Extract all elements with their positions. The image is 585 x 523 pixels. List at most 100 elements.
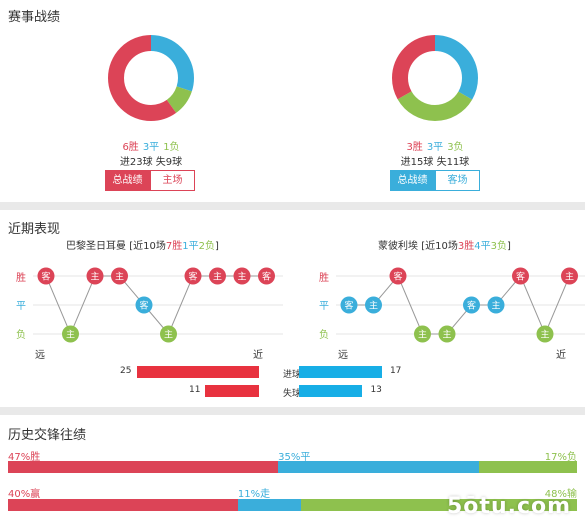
home-match-marker: 客: [258, 267, 275, 285]
home-match-dot: [258, 267, 275, 285]
home-match-dot: [160, 325, 177, 343]
recent-form-panel: 近期表现 巴黎圣日耳曼 [近10场7胜1平2负] 蒙彼利埃 [近10场3胜4平3…: [0, 210, 585, 407]
away-match-dot: [512, 267, 529, 285]
away-match-dot: [561, 267, 578, 285]
away-match-dot: [487, 296, 505, 314]
h2h-handicap-segment-c: [301, 499, 577, 511]
home-total-record-button[interactable]: 总战绩: [105, 170, 150, 191]
away-match-venue: 主: [565, 271, 574, 283]
away-summary-suffix: ]: [506, 241, 511, 252]
away-match-dot: [365, 296, 382, 314]
home-team-name: 巴黎圣日耳曼: [66, 241, 126, 252]
home-match-venue: 客: [139, 300, 148, 312]
away-recent-losses: 3负: [490, 241, 507, 252]
away-match-venue: 主: [418, 329, 427, 341]
h2h-win-label: 47%胜: [8, 452, 41, 463]
home-match-marker: 客: [135, 296, 153, 314]
overall-record-title: 赛事战绩: [8, 10, 61, 25]
away-losses: 3负: [447, 142, 464, 153]
h2h-result-segment-b: [278, 461, 480, 473]
home-match-venue: 主: [237, 271, 246, 283]
h2h-loss-label: 17%负: [544, 452, 577, 463]
home-record-donut: [108, 35, 194, 121]
home-y-label-win: 胜: [16, 273, 26, 284]
away-match-marker: 主: [561, 267, 578, 285]
home-match-marker: 主: [233, 267, 251, 285]
home-match-venue: 主: [66, 329, 75, 341]
away-match-marker: 主: [414, 325, 431, 343]
home-match-dot: [233, 267, 251, 285]
away-match-dot: [414, 325, 431, 343]
home-venue-button[interactable]: 主场: [150, 170, 195, 191]
away-goals-against-bar: [299, 385, 363, 397]
home-donut-slice-win: [108, 35, 194, 121]
away-venue-button[interactable]: 客场: [435, 170, 480, 191]
home-draws: 3平: [142, 142, 160, 153]
away-match-venue: 主: [540, 329, 549, 341]
head-to-head-title: 历史交锋往绩: [8, 428, 87, 443]
away-recent-draws: 4平: [474, 241, 491, 252]
away-wins: 3胜: [406, 142, 423, 153]
home-goals-summary: 进23球 失9球: [119, 157, 183, 168]
h2h-result-segment-c: [479, 461, 577, 473]
away-form-chart: 客主客主 主客 主客主主: [336, 267, 585, 343]
home-goals-for-value: 25: [120, 366, 132, 376]
away-y-label-draw: 平: [319, 301, 329, 312]
home-goals-for-bar: [137, 366, 259, 378]
away-total-record-button[interactable]: 总战绩: [390, 170, 435, 191]
h2h-handicap-push-label: 11%走: [237, 489, 271, 500]
h2h-result-segment-a: [8, 461, 279, 473]
home-goals-against-value: 11: [189, 385, 201, 395]
home-match-marker: 主: [86, 267, 104, 285]
home-wins: 6胜: [122, 142, 139, 153]
home-match-dot: [111, 267, 128, 285]
home-form-chart: 客主主 主客主客主主客: [33, 267, 283, 343]
home-match-marker: 主: [209, 267, 226, 285]
away-match-marker: 客: [512, 267, 529, 285]
home-match-dot: [184, 267, 202, 285]
away-far-label: 远: [338, 350, 348, 361]
away-goals-summary: 进15球 失11球: [400, 157, 470, 168]
home-match-venue: 主: [115, 271, 124, 283]
away-record-summary: 3胜 3平 3负: [375, 138, 495, 153]
home-form-line: [45, 275, 267, 336]
away-match-venue: 主: [491, 300, 500, 312]
away-form-line: [349, 275, 570, 336]
home-y-label-loss: 负: [16, 330, 26, 341]
home-goals-against-bar: [205, 385, 259, 397]
away-match-dot: [438, 325, 456, 343]
away-match-venue: 主: [369, 300, 378, 312]
home-near-label: 近: [253, 350, 263, 361]
away-goals-for-bar: [299, 366, 382, 378]
home-recent-losses: 2负: [198, 241, 215, 252]
away-team-name: 蒙彼利埃: [378, 241, 418, 252]
home-recent-summary: 巴黎圣日耳曼 [近10场7胜1平2负]: [66, 237, 219, 252]
away-match-dot: [536, 325, 554, 343]
away-y-label-loss: 负: [319, 330, 329, 341]
away-match-marker: 主: [536, 325, 554, 343]
away-match-venue: 客: [467, 300, 476, 312]
h2h-handicap-loss-label: 48%输: [544, 489, 577, 500]
home-match-dot: [86, 267, 104, 285]
home-match-dot: [135, 296, 153, 314]
h2h-handicap-win-label: 40%赢: [8, 489, 41, 500]
goals-against-label: 失球: [283, 389, 302, 399]
home-match-dot: [62, 325, 79, 343]
away-near-label: 近: [556, 350, 566, 361]
away-match-venue: 客: [393, 271, 402, 283]
h2h-handicap-segment-b: [237, 499, 302, 511]
goals-for-label: 进球: [283, 370, 302, 380]
away-donut-slice-win: [392, 35, 478, 121]
home-match-marker: 主: [62, 325, 79, 343]
away-match-dot: [463, 296, 480, 314]
overall-record-panel: 赛事战绩 6胜 3平 1负 进23球 失9球 总战绩 主场 3胜 3平 3负 进15球 …: [0, 0, 585, 202]
home-losses: 1负: [163, 142, 180, 153]
home-recent-draws: 1平: [182, 241, 199, 252]
head-to-head-panel: 历史交锋往绩 47%胜 35%平 17%负 40%赢 11%走 48%输: [0, 415, 585, 523]
site-watermark: 5ōtu.com: [447, 494, 572, 519]
home-match-venue: 客: [188, 271, 197, 283]
away-match-venue: 主: [442, 329, 451, 341]
home-match-marker: 主: [111, 267, 128, 285]
away-match-dot: [340, 296, 358, 314]
away-donut-slice-loss: [392, 35, 478, 121]
